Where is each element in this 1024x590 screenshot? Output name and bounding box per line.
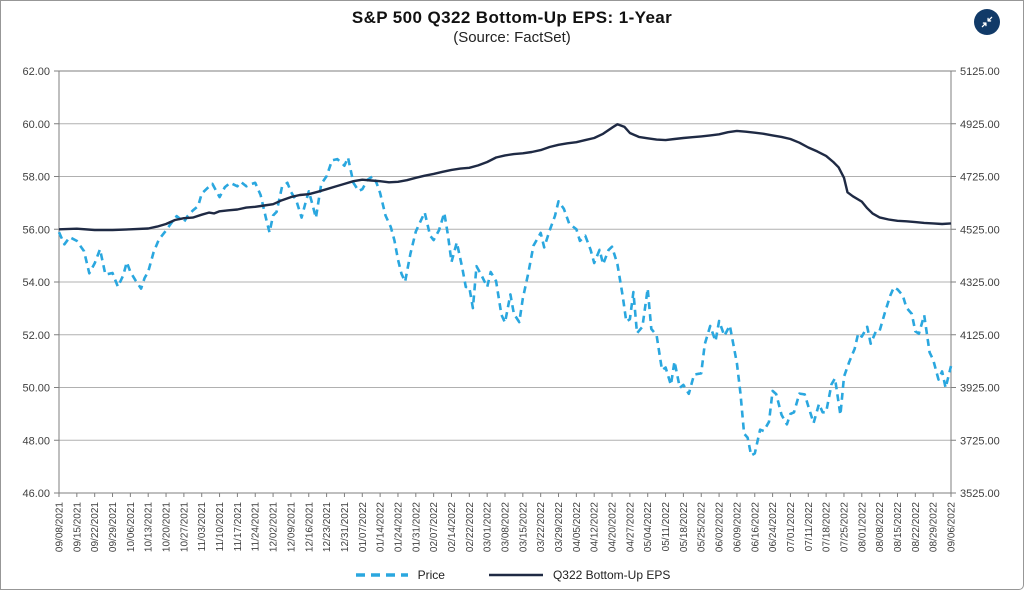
svg-text:52.00: 52.00 — [22, 330, 50, 342]
price-dashed-line-icon — [355, 573, 408, 577]
svg-text:03/22/2022: 03/22/2022 — [536, 502, 547, 552]
svg-text:07/18/2022: 07/18/2022 — [822, 502, 833, 552]
legend-label-price: Price — [417, 568, 445, 582]
svg-text:4525.00: 4525.00 — [960, 224, 1000, 236]
legend-label-eps: Q322 Bottom-Up EPS — [552, 568, 671, 582]
svg-text:10/06/2021: 10/06/2021 — [126, 502, 137, 552]
svg-text:04/27/2022: 04/27/2022 — [625, 502, 636, 552]
svg-text:3725.00: 3725.00 — [960, 435, 1000, 447]
axis-frame-and-ticks — [54, 70, 956, 497]
left-axis-labels: 62.00 60.00 58.00 56.00 54.00 52.00 50.00 48.00… — [22, 66, 50, 500]
svg-text:02/14/2022: 02/14/2022 — [447, 502, 458, 552]
svg-text:05/11/2022: 05/11/2022 — [661, 502, 672, 552]
svg-text:11/17/2021: 11/17/2021 — [233, 502, 244, 552]
svg-text:09/22/2021: 09/22/2021 — [90, 502, 101, 552]
svg-text:10/13/2021: 10/13/2021 — [144, 502, 155, 552]
svg-text:12/23/2021: 12/23/2021 — [322, 502, 333, 552]
svg-text:12/02/2021: 12/02/2021 — [269, 502, 280, 552]
svg-text:02/07/2022: 02/07/2022 — [429, 502, 440, 552]
svg-text:4325.00: 4325.00 — [960, 277, 1000, 289]
chart-legend: Price Q322 Bottom-Up EPS — [1, 568, 1023, 582]
svg-text:09/29/2021: 09/29/2021 — [108, 502, 119, 552]
svg-text:04/20/2022: 04/20/2022 — [608, 502, 619, 552]
svg-text:4925.00: 4925.00 — [960, 119, 1000, 131]
price-line — [57, 156, 953, 457]
svg-text:06/16/2022: 06/16/2022 — [750, 502, 761, 552]
svg-text:05/04/2022: 05/04/2022 — [643, 502, 654, 552]
svg-text:10/27/2021: 10/27/2021 — [179, 502, 190, 552]
svg-text:4725.00: 4725.00 — [960, 172, 1000, 184]
svg-text:11/03/2021: 11/03/2021 — [197, 502, 208, 552]
svg-text:10/20/2021: 10/20/2021 — [162, 502, 173, 552]
svg-text:5125.00: 5125.00 — [960, 66, 1000, 78]
svg-text:07/01/2022: 07/01/2022 — [786, 502, 797, 552]
svg-text:04/05/2022: 04/05/2022 — [572, 502, 583, 552]
svg-text:11/10/2021: 11/10/2021 — [215, 502, 226, 552]
svg-text:54.00: 54.00 — [22, 277, 50, 289]
svg-text:01/07/2022: 01/07/2022 — [358, 502, 369, 552]
chart-title: S&P 500 Q322 Bottom-Up EPS: 1-Year — [351, 8, 673, 27]
svg-text:11/24/2021: 11/24/2021 — [251, 502, 262, 552]
svg-text:03/08/2022: 03/08/2022 — [501, 502, 512, 552]
y-gridlines — [59, 70, 951, 494]
svg-text:01/14/2022: 01/14/2022 — [376, 502, 387, 552]
chart-subtitle: (Source: FactSet) — [453, 29, 571, 46]
svg-text:05/18/2022: 05/18/2022 — [679, 502, 690, 552]
series-lines — [57, 123, 953, 457]
svg-text:12/16/2021: 12/16/2021 — [304, 502, 315, 552]
collapse-arrows-icon — [981, 16, 993, 28]
svg-text:08/01/2022: 08/01/2022 — [857, 502, 868, 552]
eps-line — [58, 123, 952, 232]
svg-text:08/29/2022: 08/29/2022 — [929, 502, 940, 552]
svg-text:12/31/2021: 12/31/2021 — [340, 502, 351, 552]
svg-text:12/09/2021: 12/09/2021 — [286, 502, 297, 552]
svg-text:60.00: 60.00 — [22, 119, 50, 131]
svg-text:06/02/2022: 06/02/2022 — [715, 502, 726, 552]
svg-text:05/25/2022: 05/25/2022 — [697, 502, 708, 552]
svg-text:62.00: 62.00 — [22, 66, 50, 78]
svg-text:4125.00: 4125.00 — [960, 330, 1000, 342]
svg-text:02/22/2022: 02/22/2022 — [465, 502, 476, 552]
svg-text:07/11/2022: 07/11/2022 — [804, 502, 815, 552]
legend-item-eps: Q322 Bottom-Up EPS — [487, 568, 670, 582]
svg-text:09/06/2022: 09/06/2022 — [947, 502, 958, 552]
svg-text:01/31/2022: 01/31/2022 — [411, 502, 422, 552]
svg-text:03/01/2022: 03/01/2022 — [483, 502, 494, 552]
svg-text:58.00: 58.00 — [22, 172, 50, 184]
svg-text:03/15/2022: 03/15/2022 — [518, 502, 529, 552]
collapse-button[interactable] — [974, 9, 1000, 35]
svg-text:08/08/2022: 08/08/2022 — [875, 502, 886, 552]
svg-text:07/25/2022: 07/25/2022 — [839, 502, 850, 552]
legend-item-price: Price — [354, 568, 445, 582]
svg-text:50.00: 50.00 — [22, 383, 50, 395]
right-axis-labels: 5125.00 4925.00 4725.00 4525.00 4325.00 4125.… — [960, 66, 1000, 500]
svg-text:06/09/2022: 06/09/2022 — [732, 502, 743, 552]
svg-text:08/22/2022: 08/22/2022 — [911, 502, 922, 552]
svg-text:01/24/2022: 01/24/2022 — [393, 502, 404, 552]
svg-text:3925.00: 3925.00 — [960, 383, 1000, 395]
svg-text:03/29/2022: 03/29/2022 — [554, 502, 565, 552]
svg-text:09/15/2021: 09/15/2021 — [72, 502, 83, 552]
x-axis-labels: 09/08/2021 09/15/2021 09/22/2021 09/29/2021… — [55, 502, 958, 552]
svg-text:04/12/2022: 04/12/2022 — [590, 502, 601, 552]
svg-text:09/08/2021: 09/08/2021 — [55, 502, 66, 552]
svg-text:06/24/2022: 06/24/2022 — [768, 502, 779, 552]
svg-text:56.00: 56.00 — [22, 224, 50, 236]
svg-text:48.00: 48.00 — [22, 435, 50, 447]
eps-solid-line-icon — [488, 573, 543, 577]
svg-text:46.00: 46.00 — [22, 488, 50, 500]
svg-text:08/15/2022: 08/15/2022 — [893, 502, 904, 552]
svg-text:3525.00: 3525.00 — [960, 488, 1000, 500]
